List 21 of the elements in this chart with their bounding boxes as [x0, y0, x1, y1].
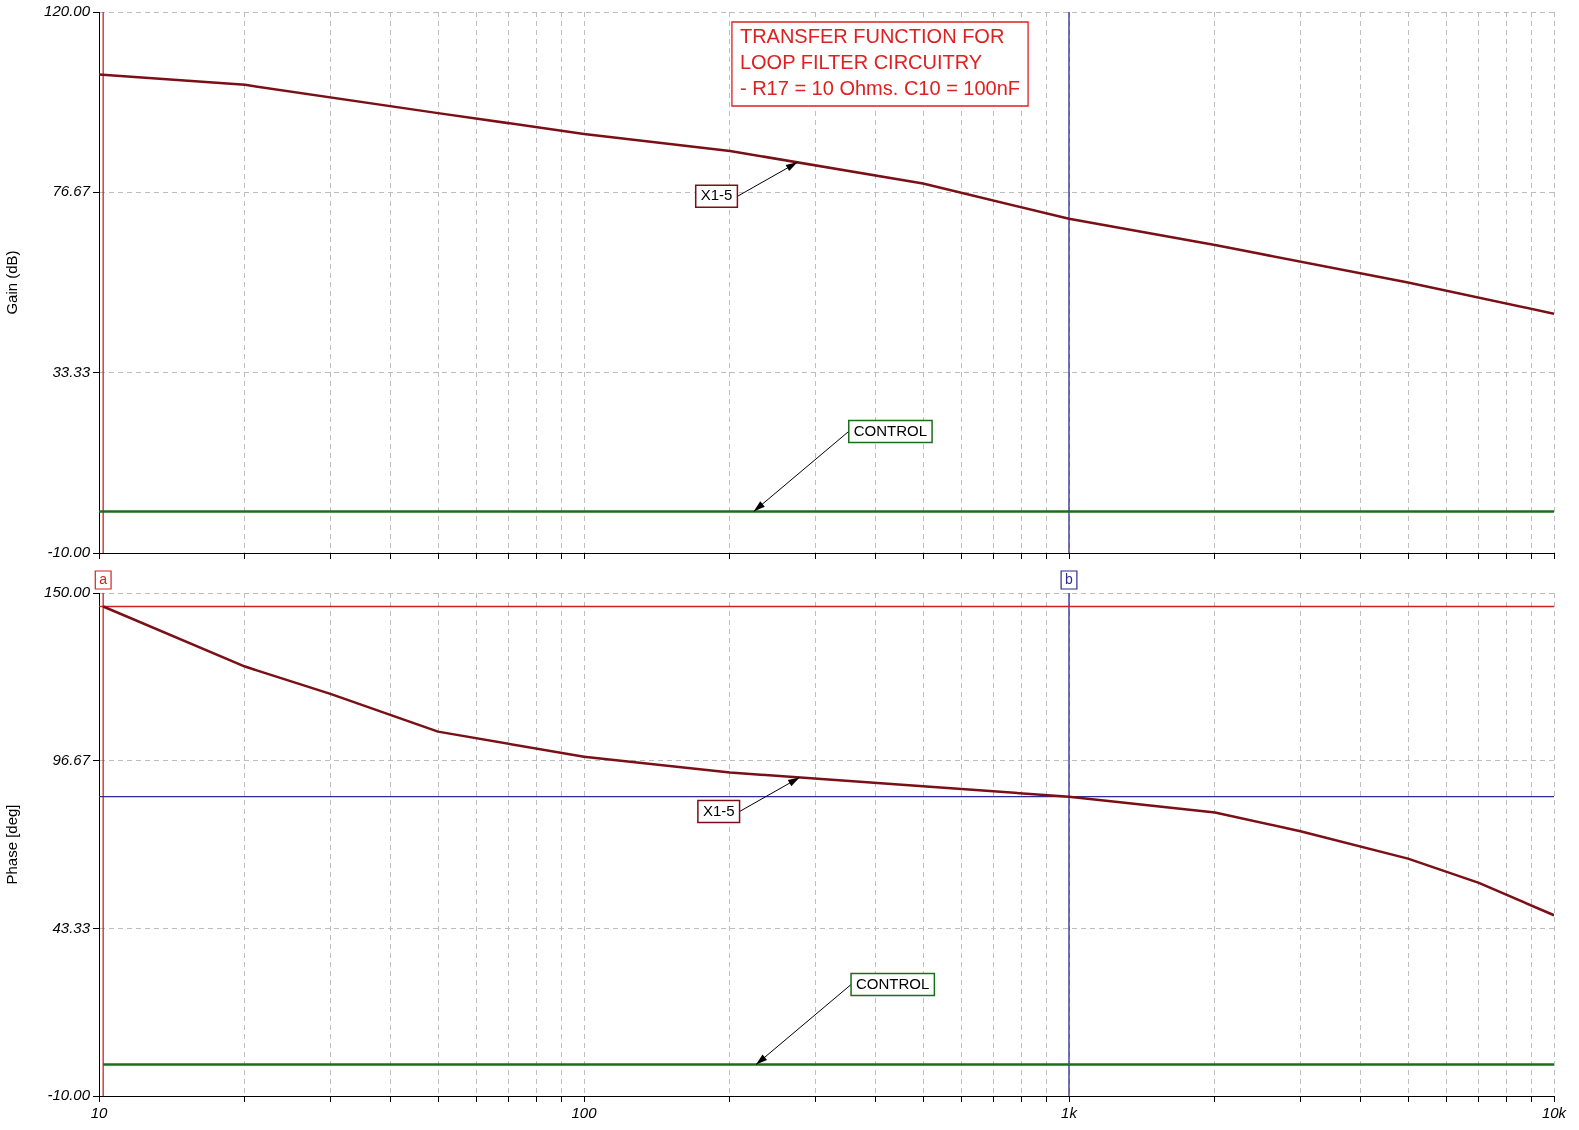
text: X1-5	[700, 186, 733, 204]
y-tick-label: 150.00	[44, 583, 91, 601]
ref-line-label: b	[1065, 570, 1074, 587]
series-label: X1-5	[702, 801, 735, 819]
y-tick-label: 33.33	[52, 362, 91, 380]
x-tick-label: 1k	[1061, 1104, 1079, 1122]
y-tick-label: 120.00	[44, 2, 91, 20]
annotation: TRANSFER FUNCTION FOR LOOP FILTER CIRCUITRY - R17 = 10 Ohms. C10 = 100nF	[739, 24, 1021, 99]
x-tick-label: 10	[90, 1104, 108, 1122]
y-tick-label: -10.00	[47, 1086, 91, 1104]
y-tick-label: -10.00	[47, 543, 91, 561]
y-axis-title: Phase [deg]	[3, 804, 21, 885]
y-tick-label: 76.67	[52, 182, 91, 200]
text: CONTROL	[853, 421, 928, 439]
x-tick-label: 10k	[1541, 1104, 1568, 1122]
y-tick-label: 96.67	[52, 750, 91, 768]
y-axis-title: Gain (dB)	[3, 250, 21, 315]
text: CONTROL	[856, 974, 930, 992]
x-tick-label: 100	[571, 1104, 598, 1122]
y-tick-label: 43.33	[52, 918, 91, 936]
ref-line-label: a	[99, 570, 108, 587]
